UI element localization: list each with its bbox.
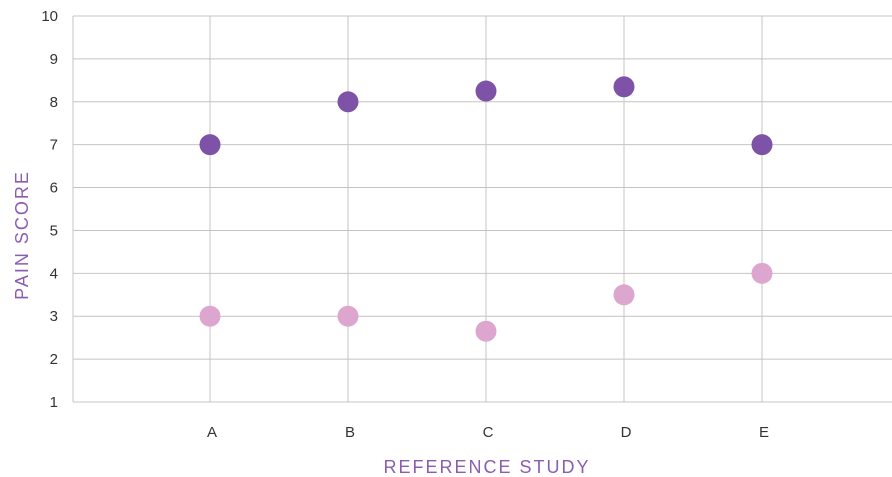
data-point-series1-E [751, 134, 773, 156]
data-points [199, 76, 773, 342]
y-axis-title: PAIN SCORE [12, 170, 32, 300]
data-point-series2-E [751, 262, 773, 284]
x-axis-title: REFERENCE STUDY [383, 457, 590, 477]
x-tick-label-D: D [621, 424, 632, 441]
x-tick-label-B: B [345, 424, 355, 441]
y-tick-label-5: 5 [50, 222, 58, 239]
y-gridlines [72, 15, 892, 403]
y-tick-label-8: 8 [50, 94, 58, 111]
x-tick-labels: A B C D E [207, 424, 769, 441]
y-tick-label-4: 4 [50, 265, 58, 282]
data-point-series2-D [613, 284, 635, 306]
data-point-series1-C [475, 80, 497, 102]
data-point-series2-C [475, 320, 497, 342]
data-point-series1-A [199, 134, 221, 156]
y-tick-label-6: 6 [50, 180, 58, 197]
y-tick-label-3: 3 [50, 308, 58, 325]
x-tick-label-A: A [207, 424, 217, 441]
data-point-series1-D [613, 76, 635, 98]
y-tick-labels: 1 2 3 4 5 6 7 8 9 10 [41, 8, 58, 411]
y-tick-label-2: 2 [50, 351, 58, 368]
x-gridlines [209, 16, 763, 402]
x-tick-label-C: C [483, 424, 494, 441]
x-tick-label-E: E [759, 424, 769, 441]
y-tick-label-9: 9 [50, 51, 58, 68]
data-point-series2-A [199, 305, 221, 327]
data-point-series2-B [337, 305, 359, 327]
y-tick-label-1: 1 [50, 394, 58, 411]
y-tick-label-10: 10 [41, 8, 58, 25]
data-point-series1-B [337, 91, 359, 113]
y-tick-label-7: 7 [50, 137, 58, 154]
